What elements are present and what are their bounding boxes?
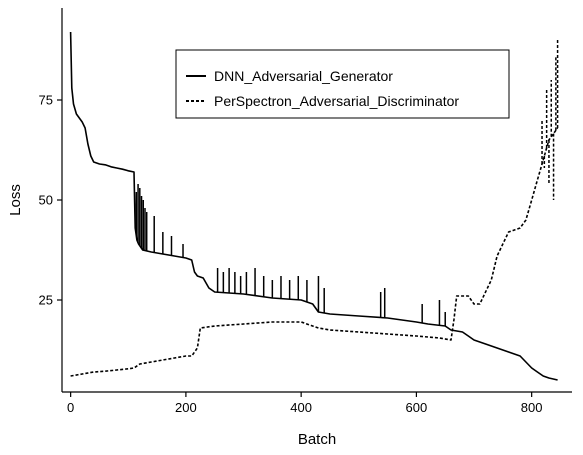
series-line-1 — [70, 127, 559, 377]
x-tick-label: 800 — [521, 400, 543, 415]
x-tick-label: 400 — [290, 400, 312, 415]
series-layer — [69, 31, 559, 381]
series-line-0 — [69, 31, 558, 381]
x-tick-label: 200 — [175, 400, 197, 415]
y-ticks: 25 50 75 — [39, 93, 62, 308]
legend-label-generator: DNN_Adversarial_Generator — [214, 68, 393, 84]
x-axis-title: Batch — [298, 431, 336, 448]
y-tick-label: 75 — [39, 93, 53, 108]
x-tick-label: 600 — [406, 400, 428, 415]
legend-box — [175, 49, 510, 119]
x-ticks: 0 200 400 600 800 — [67, 392, 543, 415]
y-tick-label: 25 — [39, 293, 53, 308]
x-tick-label: 0 — [67, 400, 74, 415]
y-tick-label: 50 — [39, 193, 53, 208]
y-axis-title: Loss — [7, 184, 24, 216]
legend-label-discriminator: PerSpectron_Adversarial_Discriminator — [214, 93, 459, 109]
legend: DNN_Adversarial_Generator PerSpectron_Ad… — [175, 49, 510, 119]
